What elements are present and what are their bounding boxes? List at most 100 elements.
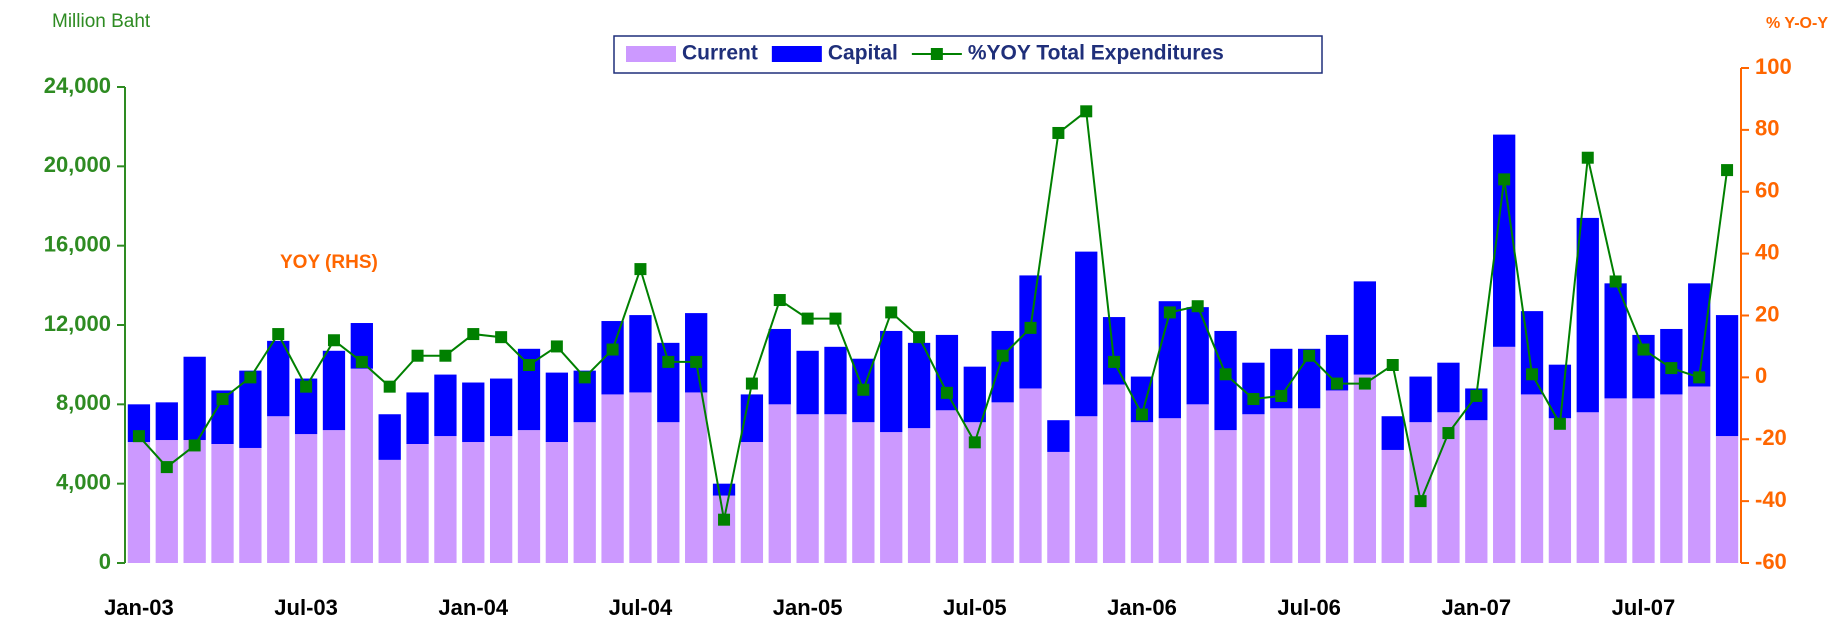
legend-label: Capital: [828, 42, 898, 65]
y-axis-label: Million Baht: [52, 11, 151, 32]
bar: [517, 430, 541, 563]
bar: [545, 442, 569, 563]
bar: [935, 410, 959, 563]
bar: [1186, 404, 1209, 563]
marker: [1470, 389, 1483, 402]
marker: [1303, 349, 1316, 362]
legend-label: Current: [682, 42, 758, 65]
marker: [272, 328, 285, 341]
bar: [1102, 384, 1126, 563]
bar: [1688, 283, 1711, 387]
bar: [991, 330, 1014, 403]
marker: [188, 439, 201, 452]
y2-axis-label: % Y-O-Y: [1766, 15, 1828, 32]
bar: [991, 402, 1014, 563]
y2-tick-label: 80: [1755, 116, 1779, 141]
marker: [745, 377, 758, 390]
x-tick-label: Jan-07: [1441, 595, 1511, 620]
marker: [1526, 368, 1539, 381]
x-tick-label: Jul-07: [1612, 595, 1676, 620]
bar: [573, 370, 596, 423]
bar: [1409, 376, 1432, 423]
bar: [935, 334, 959, 411]
bar: [1576, 217, 1599, 413]
bar: [1493, 134, 1516, 347]
y-tick-label: 8,000: [56, 390, 111, 415]
bar: [880, 432, 903, 563]
bar: [1660, 328, 1683, 395]
y2-tick-label: -20: [1755, 425, 1787, 450]
x-tick-label: Jan-04: [438, 595, 508, 620]
marker: [1219, 368, 1232, 381]
marker: [913, 331, 926, 344]
bar: [1075, 416, 1098, 563]
bar: [768, 404, 791, 563]
bar: [239, 447, 262, 563]
bar: [434, 436, 457, 563]
bar: [267, 416, 290, 563]
x-tick-label: Jul-06: [1277, 595, 1341, 620]
bar: [1075, 251, 1098, 417]
bar: [489, 436, 513, 563]
marker: [467, 328, 480, 341]
bar: [1688, 386, 1711, 563]
bar: [1409, 422, 1432, 563]
bar: [963, 422, 986, 563]
bar: [1158, 418, 1181, 563]
marker: [1442, 427, 1455, 440]
bar: [1353, 281, 1377, 375]
bar: [796, 350, 819, 415]
marker: [996, 349, 1009, 362]
annotation: YOY (RHS): [280, 252, 378, 273]
bar: [1632, 398, 1655, 563]
bar: [824, 414, 847, 563]
bar: [685, 313, 708, 393]
bar: [907, 428, 931, 563]
marker: [1609, 275, 1622, 288]
marker: [383, 380, 396, 393]
marker: [578, 371, 591, 384]
marker: [1386, 359, 1399, 371]
y-tick-label: 16,000: [44, 231, 111, 256]
bar: [1437, 412, 1460, 563]
bar: [1604, 398, 1627, 563]
marker: [940, 386, 953, 399]
bar: [545, 372, 569, 443]
bar: [1576, 412, 1599, 563]
bar: [127, 442, 151, 563]
marker: [606, 343, 619, 356]
bar: [1715, 436, 1739, 563]
bar: [489, 378, 513, 437]
bar: [880, 330, 903, 433]
x-tick-label: Jul-04: [609, 595, 673, 620]
bar: [267, 340, 290, 417]
marker: [1553, 417, 1566, 430]
bar: [1381, 449, 1404, 563]
bar: [1130, 422, 1154, 563]
y-tick-label: 24,000: [44, 73, 111, 98]
bar: [1465, 420, 1488, 563]
bar: [657, 422, 680, 563]
bar: [852, 422, 875, 563]
bar: [462, 442, 485, 563]
marker: [829, 312, 842, 325]
bar: [1493, 346, 1516, 563]
marker: [1191, 300, 1204, 313]
bar: [211, 444, 234, 563]
bar: [183, 440, 206, 563]
marker: [411, 349, 424, 362]
bar: [629, 392, 652, 563]
bar: [1270, 408, 1293, 563]
bar: [1604, 283, 1627, 399]
marker: [439, 349, 452, 362]
bar: [350, 368, 373, 563]
bar: [601, 321, 624, 395]
marker: [244, 371, 257, 384]
bar: [1353, 374, 1377, 563]
bar: [1325, 334, 1349, 391]
bar: [768, 328, 791, 405]
marker: [1024, 321, 1037, 334]
y2-tick-label: 20: [1755, 301, 1779, 326]
